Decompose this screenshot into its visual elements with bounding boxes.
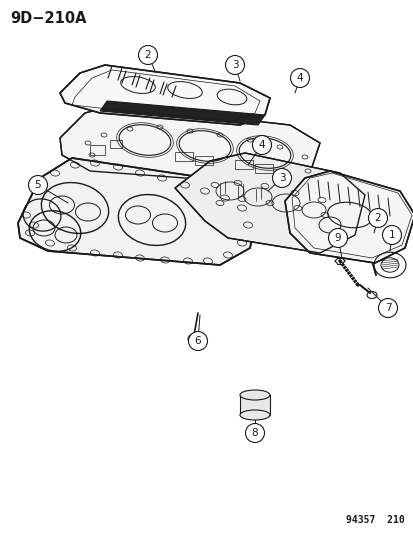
Polygon shape [60,65,269,125]
Text: 8: 8 [251,428,258,438]
Polygon shape [60,105,319,185]
Text: 5: 5 [35,180,41,190]
Text: 6: 6 [194,336,201,346]
Circle shape [328,229,347,247]
Polygon shape [284,171,413,263]
Text: 2: 2 [144,50,151,60]
Text: 94357  210: 94357 210 [345,515,404,525]
Text: 3: 3 [278,173,285,183]
Circle shape [272,168,291,188]
Circle shape [368,208,387,228]
Circle shape [245,424,264,442]
Ellipse shape [240,390,269,400]
Polygon shape [100,101,264,125]
Ellipse shape [240,410,269,420]
Polygon shape [175,153,364,253]
Circle shape [377,298,396,318]
Circle shape [28,175,47,195]
Text: 9D−210A: 9D−210A [10,11,86,26]
Text: 7: 7 [384,303,390,313]
Polygon shape [240,395,269,415]
Text: 3: 3 [231,60,238,70]
Text: 1: 1 [388,230,394,240]
Text: 4: 4 [258,140,265,150]
Circle shape [290,69,309,87]
Polygon shape [18,158,259,265]
Text: 2: 2 [374,213,380,223]
Circle shape [138,45,157,64]
Text: 4: 4 [296,73,303,83]
Circle shape [252,135,271,155]
Circle shape [382,225,401,245]
Circle shape [225,55,244,75]
Circle shape [188,332,207,351]
Text: 9: 9 [334,233,340,243]
